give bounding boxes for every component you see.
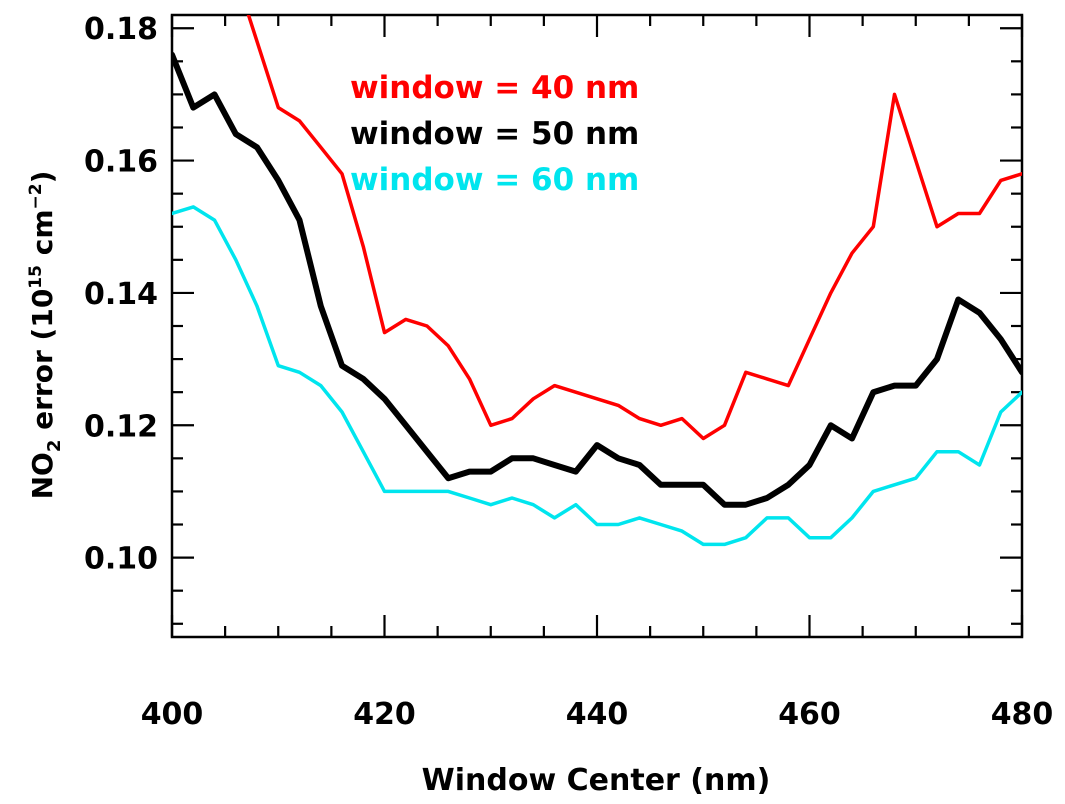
legend-entry-3: window = 60 nm [350, 162, 639, 198]
x-tick-label: 440 [566, 697, 629, 732]
series-line-1 [246, 15, 1022, 441]
y-tick-label: 0.14 [84, 277, 158, 312]
y-tick-label: 0.18 [84, 12, 158, 47]
y-tick-label: 0.10 [84, 542, 158, 577]
y-axis-title: NO2 error (1015 cm−2) [26, 171, 65, 500]
legend: window = 40 nm window = 50 nm window = 60 … [350, 70, 639, 198]
y-axis-title-main: NO [26, 452, 59, 499]
y-tick-label: 0.12 [84, 409, 158, 444]
plot-frame [170, 13, 1024, 639]
y-axis-title-sup1: 15 [26, 265, 46, 289]
x-ticks: 400 420 440 460 480 [141, 15, 1054, 732]
x-tick-label: 420 [353, 697, 416, 732]
y-axis-title-mid: error (10 [26, 289, 59, 440]
y-axis-title-sub: 2 [44, 440, 65, 453]
y-axis-title-end: ) [26, 171, 59, 184]
y-tick-label: 0.16 [84, 145, 158, 180]
y-axis-title-mid2: cm [26, 209, 59, 265]
y-axis-title-sup2: −2 [26, 183, 46, 209]
legend-entry-2: window = 50 nm [350, 116, 639, 152]
legend-entry-1: window = 40 nm [350, 70, 639, 106]
x-tick-label: 460 [778, 697, 841, 732]
series-line-2 [172, 51, 1022, 508]
x-tick-label: 400 [141, 697, 204, 732]
series-layer [172, 15, 1022, 547]
series-line-3 [172, 205, 1022, 547]
x-axis-title: Window Center (nm) [422, 763, 771, 798]
y-ticks: 0.10 0.12 0.14 0.16 0.18 [84, 12, 1022, 625]
x-tick-label: 480 [991, 697, 1054, 732]
